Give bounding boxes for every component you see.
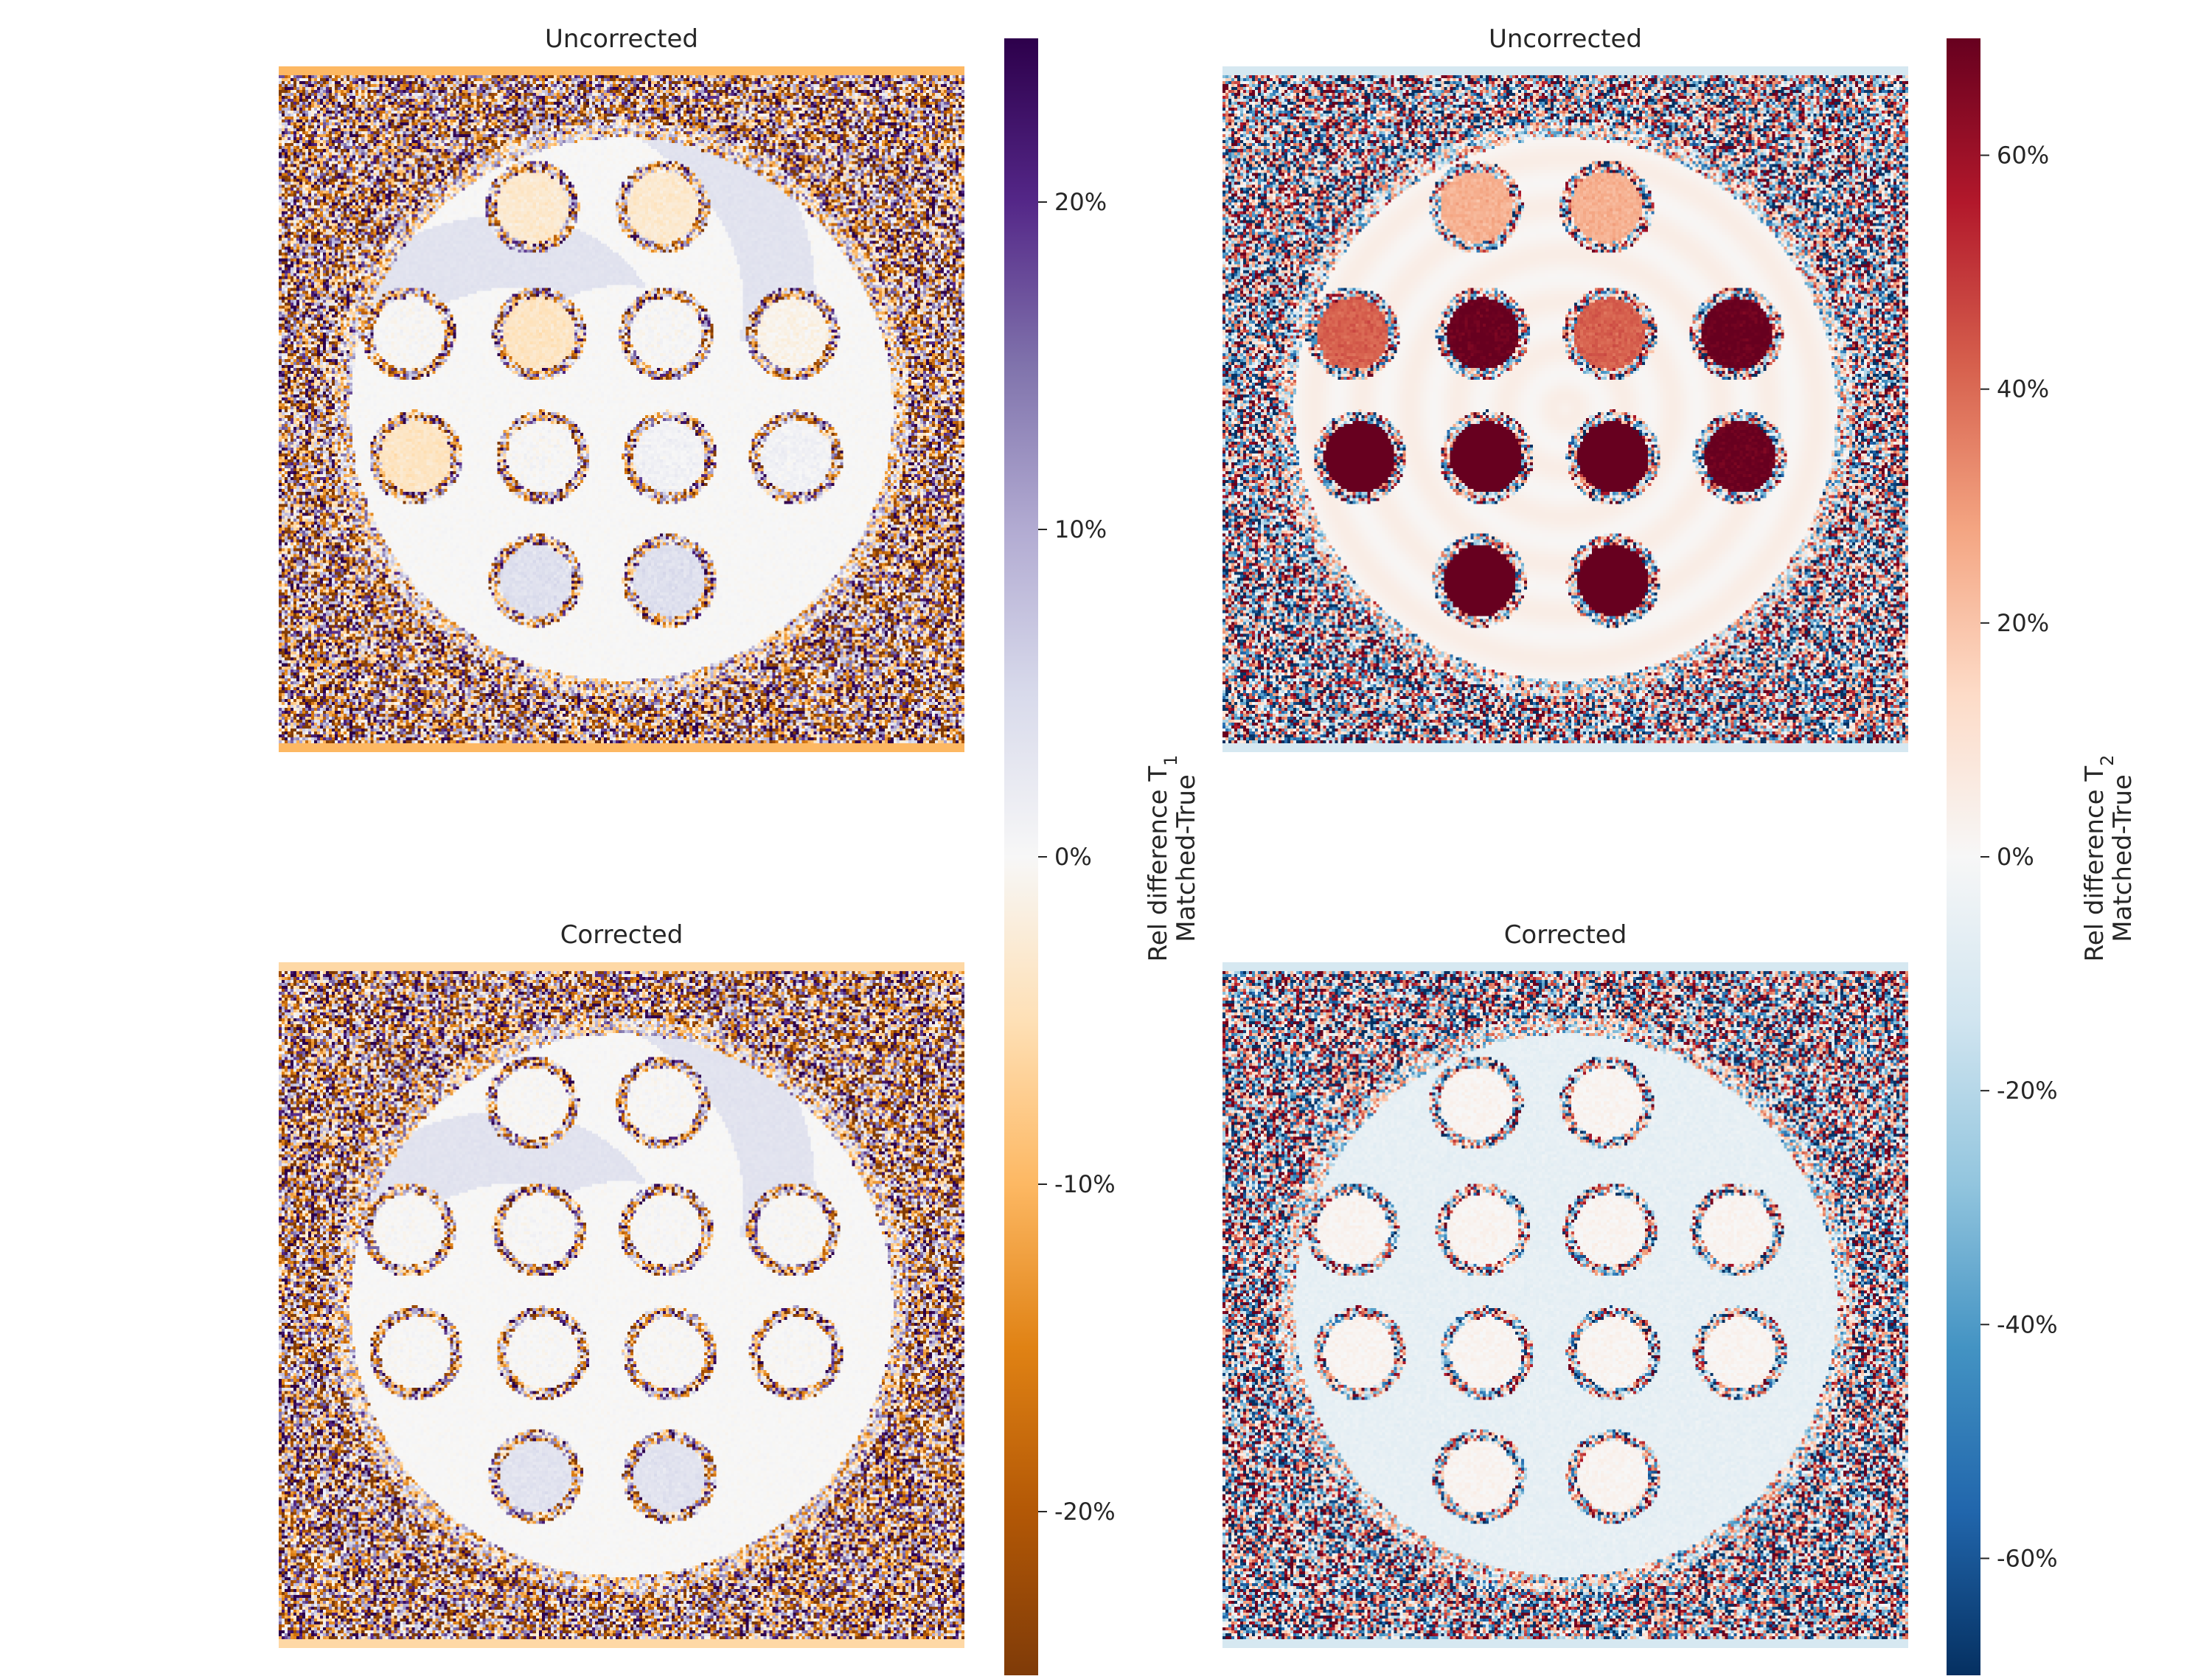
colorbar-t1-tick-label: 10% (1054, 515, 1107, 543)
colorbar-t2-tick-label: 20% (1997, 609, 2049, 637)
colorbar-t2-tick-label: 0% (1997, 843, 2034, 871)
colorbar-t1: 20% 10% 0% -10% -20% Rel difference T1 Match… (1004, 38, 1201, 1675)
colorbar-t2: 60% 40% 20% 0% -20% -40% -60% Rel difference T… (1947, 38, 2138, 1675)
heatmap-t2-uncorrected (1222, 66, 1908, 752)
panel-title-t2-uncorrected: Uncorrected (1489, 24, 1642, 54)
colorbar-t2-label-line2: Matched-True (2108, 774, 2138, 942)
colorbar-t2-tick-label: 40% (1997, 375, 2049, 403)
colorbar-t2-ticks: 60% 40% 20% 0% -20% -40% -60% (1980, 142, 2058, 1572)
colorbar-t1-tick-label: -10% (1054, 1170, 1116, 1198)
colorbar-t1-gradient (1004, 38, 1038, 1675)
heatmap-t1-uncorrected (279, 66, 964, 752)
colorbar-t2-label: Rel difference T2 (2080, 755, 2118, 962)
panel-title-t1-corrected: Corrected (560, 920, 684, 950)
panel-title-t1-uncorrected: Uncorrected (545, 24, 698, 54)
colorbar-t2-tick-label: -60% (1997, 1544, 2058, 1572)
colorbar-t1-tick-label: -20% (1054, 1498, 1116, 1526)
colorbar-t1-tick-label: 20% (1054, 188, 1107, 216)
colorbar-t2-tick-label: -40% (1997, 1310, 2058, 1338)
colorbar-t1-label-line2: Matched-True (1172, 774, 1201, 942)
colorbar-t2-tick-label: 60% (1997, 142, 2049, 170)
panel-title-t2-corrected: Corrected (1504, 920, 1627, 950)
heatmap-t2-corrected (1222, 962, 1908, 1648)
colorbar-t1-tick-label: 0% (1054, 843, 1092, 871)
colorbar-t1-label: Rel difference T1 (1144, 755, 1181, 962)
colorbar-t1-ticks: 20% 10% 0% -10% -20% (1038, 188, 1116, 1526)
heatmap-t1-corrected (279, 962, 964, 1648)
colorbar-t2-gradient (1947, 38, 1980, 1675)
colorbar-t2-tick-label: -20% (1997, 1077, 2058, 1105)
